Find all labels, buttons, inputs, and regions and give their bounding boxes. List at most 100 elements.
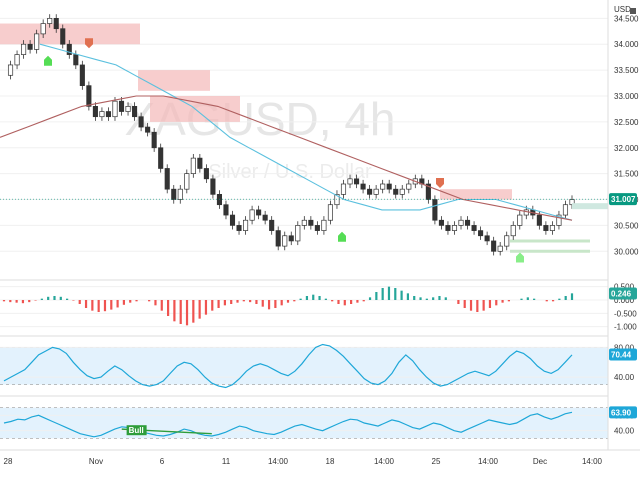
candle-up — [517, 214, 523, 226]
buy-signal-marker — [516, 252, 524, 263]
price-highlight — [572, 203, 608, 210]
candle-up — [184, 173, 190, 190]
candle-down — [86, 85, 92, 107]
divergence-badge — [126, 425, 147, 436]
candle-down — [223, 204, 229, 216]
candle-down — [543, 225, 549, 231]
x-tick-label: 28 — [4, 457, 13, 466]
x-tick-label: 18 — [326, 457, 335, 466]
last-value-badge — [609, 348, 637, 361]
last-value-badge — [609, 406, 637, 419]
candle-up — [497, 245, 503, 252]
resistance-zone — [0, 23, 140, 45]
last-value-label: 70.44 — [611, 351, 632, 360]
candle-down — [275, 230, 281, 247]
currency-label: USD — [614, 5, 631, 14]
moving-average-slow — [0, 95, 573, 221]
candle-down — [308, 219, 314, 226]
candle-down — [288, 235, 294, 242]
candle-up — [34, 33, 40, 50]
candle-down — [536, 214, 542, 226]
candle-down — [73, 54, 79, 66]
candle-up — [301, 219, 307, 226]
candle-down — [164, 168, 170, 190]
x-tick-label: 14:00 — [268, 457, 289, 466]
resistance-zone — [138, 70, 210, 91]
candle-down — [314, 225, 320, 231]
candle-up — [243, 219, 249, 231]
y-tick-label: 30.500 — [614, 221, 639, 230]
macd-pane[interactable]: 0.500 0.000 -0.500 -1.000 0.246 — [0, 283, 637, 332]
last-value-label: 0.246 — [611, 289, 632, 298]
last-value-badge — [609, 287, 637, 300]
sell-signal-marker — [436, 178, 444, 188]
candle-down — [229, 214, 236, 226]
candle-up — [47, 18, 53, 24]
candle-down — [236, 225, 242, 231]
candle-down — [92, 106, 98, 118]
candle-down — [393, 188, 399, 195]
candle-down — [269, 219, 275, 231]
divergence-label: Bull — [129, 426, 144, 435]
candle-down — [491, 240, 497, 252]
candle-up — [125, 106, 131, 112]
candle-up — [380, 183, 386, 190]
watermark-description: Silver / U.S. Dollar — [208, 161, 372, 183]
y-tick-label: 0.500 — [614, 283, 635, 292]
candle-down — [151, 131, 157, 149]
candle-down — [60, 28, 66, 45]
candle-up — [510, 225, 516, 237]
x-tick-label: Dec — [533, 457, 547, 466]
last-value-label: 63.90 — [611, 408, 632, 417]
candle-down — [53, 18, 59, 30]
oscillator-pane[interactable]: 80.00 40.00 70.44 — [0, 343, 637, 389]
candle-down — [484, 235, 490, 242]
candle-up — [21, 43, 27, 55]
candle-down — [386, 183, 392, 190]
candle-up — [451, 225, 458, 231]
time-axis[interactable]: 28 Nov 6 11 14:00 18 14:00 25 14:00 Dec 14:00 — [4, 457, 603, 466]
candle-down — [445, 225, 451, 231]
y-tick-label: -1.000 — [614, 323, 637, 332]
candle-up — [340, 183, 347, 195]
candle-up — [99, 111, 105, 118]
candle-down — [118, 100, 125, 112]
resistance-zone — [440, 189, 512, 200]
buy-signal-marker — [44, 55, 52, 66]
candle-down — [478, 230, 484, 237]
candle-down — [438, 219, 444, 226]
candle-up — [549, 225, 555, 231]
y-tick-label: 32.000 — [614, 144, 639, 153]
y-tick-label: 80.00 — [614, 343, 635, 352]
candle-down — [360, 183, 366, 190]
candle-up — [399, 188, 405, 195]
y-tick-label: -0.500 — [614, 309, 637, 318]
y-tick-label: 40.00 — [614, 427, 635, 436]
candle-down — [210, 178, 216, 195]
candle-up — [177, 188, 183, 200]
y-tick-label: 33.000 — [614, 92, 639, 101]
candle-up — [282, 235, 288, 247]
candle-up — [321, 219, 327, 231]
y-tick-label: 31.500 — [614, 170, 639, 179]
last-value-label: 31.007 — [611, 195, 636, 204]
x-tick-label: 25 — [432, 457, 441, 466]
price-pane[interactable]: 30.00030.50031.00031.50032.00032.50033.0… — [0, 14, 639, 263]
candle-up — [504, 235, 510, 247]
rsi-line — [3, 411, 573, 438]
price-scale-settings-icon[interactable] — [630, 8, 636, 14]
x-tick-label: 6 — [160, 457, 165, 466]
candle-down — [158, 147, 164, 169]
candle-down — [132, 106, 138, 118]
candle-down — [105, 111, 112, 118]
x-tick-label: 11 — [222, 457, 231, 466]
candle-up — [347, 178, 353, 185]
candle-down — [256, 209, 262, 216]
candle-down — [262, 214, 268, 221]
y-tick-label: 34.000 — [614, 40, 639, 49]
candle-up — [406, 183, 412, 190]
candle-down — [79, 64, 85, 86]
